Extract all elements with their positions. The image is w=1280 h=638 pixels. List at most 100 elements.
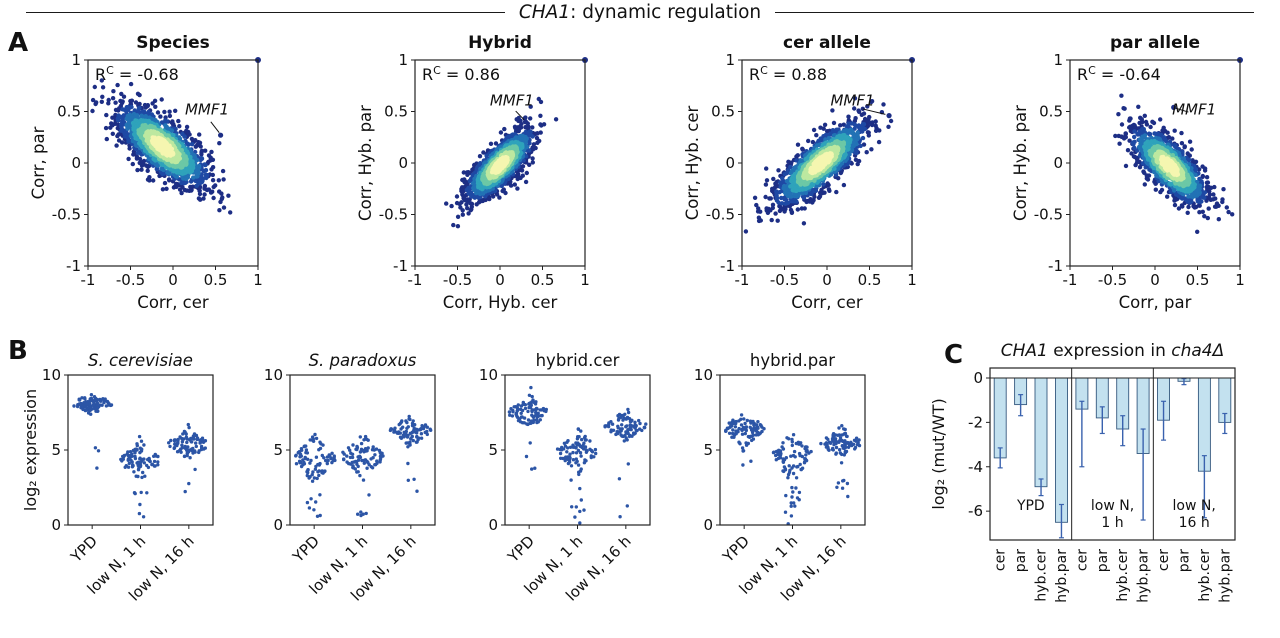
y-tick-label: 0 [1053,154,1063,172]
y-tick-label: -4 [968,458,983,476]
panel-a-scatter-species: MMF1 -1 -0.5 0 0.5 1 -1 -0.5 0 0.5 1 RC = -0.68 Spec… [28,26,298,318]
annotation-leader-line [515,110,525,121]
annotation-gene-label: MMF1 [830,91,874,109]
y-tick-label: 1 [725,51,735,69]
panel-b-strip-hybrid-par: 0 5 10 YPD low N, 1 h low N, 16 h hybrid.par [675,348,895,616]
panel-a-scatter-hybrid: MMF1 -1 -0.5 0 0.5 1 -1 -0.5 0 0.5 1 RC = 0.86 Hybri… [355,26,625,318]
y-tick-label: -6 [968,502,983,520]
condition-group-label: low N, [1091,498,1134,514]
x-category-label: cer [993,549,1009,571]
y-axis-label: Corr, Hyb. cer [683,106,702,221]
y-tick-label: 1 [398,51,408,69]
subplot-title: Hybrid [468,33,532,53]
y-tick-label: 0 [488,516,498,534]
x-tick-label: -0.5 [116,271,145,289]
y-tick-label: 0 [273,516,283,534]
panel-b-strip-hybrid-cer: 0 5 10 YPD low N, 1 h low N, 16 h hybrid.cer [460,348,680,616]
x-tick-label: 0.5 [531,271,555,289]
x-category-label: par [1176,549,1192,572]
annotation-leader-line [210,121,220,134]
annotated-gene-point [218,132,224,138]
subplot-title: CHA1 expression in cha4Δ [1001,341,1225,361]
y-tick-label: -1 [1048,257,1063,275]
y-tick-label: -1 [393,257,408,275]
y-axis-label: log₂ expression [23,389,40,511]
bar [993,377,1007,459]
subplot-title: hybrid.par [750,351,835,370]
x-category-label: hyb.cer [1197,549,1213,602]
y-tick-label: 1 [1053,51,1063,69]
swarm-points [507,385,648,525]
y-tick-label: 5 [273,441,283,459]
title-rule-right [775,12,1254,13]
x-tick-label: -0.5 [443,271,472,289]
x-axis-label: Corr, cer [137,293,209,312]
bar [1055,377,1068,523]
density-cloud [444,96,559,229]
y-axis-label: Corr, par [29,126,48,199]
y-tick-label: 10 [479,366,498,384]
annotated-gene-point [886,113,892,119]
density-cloud [743,96,894,234]
y-tick-label: 0.5 [57,103,81,121]
y-tick-label: 0 [51,516,61,534]
swarm-points [724,413,862,526]
annotated-gene-point [1171,104,1177,110]
annotated-gene-point [522,119,529,125]
annotation-gene-label: MMF1 [185,101,229,119]
panel-label-C: C [944,340,964,370]
annotation-leader-line [1175,107,1189,113]
y-tick-label: 5 [51,441,61,459]
subplot-title: cer allele [783,33,871,53]
x-category-label: par [1095,549,1111,572]
density-cloud [90,78,233,215]
x-tick-label: -1 [408,271,423,289]
x-tick-label: 0 [495,271,505,289]
x-tick-label: 0 [1150,271,1160,289]
x-category-label: hyb.par [1054,549,1070,603]
subplot-title: par allele [1110,33,1200,53]
x-tick-label: -1 [735,271,750,289]
x-axis-label: Corr, par [1119,293,1192,312]
x-category-label: YPD [289,532,323,566]
y-axis-label: Corr, Hyb. par [356,105,375,221]
y-tick-label: 0.5 [711,103,735,121]
x-category-label: YPD [504,532,538,566]
panel-b-strip-s-cerevisiae: 0 5 10 YPD low N, 1 h low N, 16 h S. cerevisia… [21,348,243,616]
condition-group-label: low N, [1173,498,1216,514]
y-tick-label: 5 [488,441,498,459]
x-tick-label: 0.5 [858,271,882,289]
x-tick-label: -0.5 [1098,271,1127,289]
annotation-gene-label: MMF1 [1172,101,1216,119]
correlation-stat: RC = -0.64 [1077,64,1161,84]
y-tick-label: 10 [694,366,713,384]
condition-group-label: YPD [1016,498,1045,514]
y-tick-label: 10 [264,366,283,384]
scatter-svg-par-allele: MMF1 -1 -0.5 0 0.5 1 -1 -0.5 0 0.5 1 RC = -0.64 par … [1011,33,1245,312]
x-tick-label: -1 [1063,271,1078,289]
x-category-label: YPD [67,532,101,566]
swarm-points [72,393,208,519]
x-category-label: cer [1156,549,1172,571]
panel-a-scatter-cer-allele: MMF1 -1 -0.5 0 0.5 1 -1 -0.5 0 0.5 1 RC = 0.88 cer a… [682,26,952,318]
panel-c-bar-cha1-expression: 0 -2 -4 -6 cer par hyb.cer hyb.par cer par hyb.cer… [929,340,1265,632]
y-tick-label: 5 [703,441,713,459]
x-tick-label: 0.5 [1186,271,1210,289]
bar [1034,377,1048,488]
x-tick-label: 0 [168,271,178,289]
y-tick-label: 0.5 [1039,103,1063,121]
x-category-label: YPD [719,532,753,566]
scatter-svg-species: MMF1 -1 -0.5 0 0.5 1 -1 -0.5 0 0.5 1 RC = -0.68 Spec… [29,33,263,312]
x-tick-label: 1 [253,271,263,289]
subplot-title: S. paradoxus [309,351,417,370]
y-tick-label: -1 [720,257,735,275]
figure-title-row: CHA1: dynamic regulation [0,2,1280,23]
y-tick-label: -0.5 [1034,206,1063,224]
panel-label-B: B [8,336,28,366]
y-tick-label: 0 [703,516,713,534]
annotation-gene-label: MMF1 [490,91,534,109]
density-cloud [1113,93,1235,234]
